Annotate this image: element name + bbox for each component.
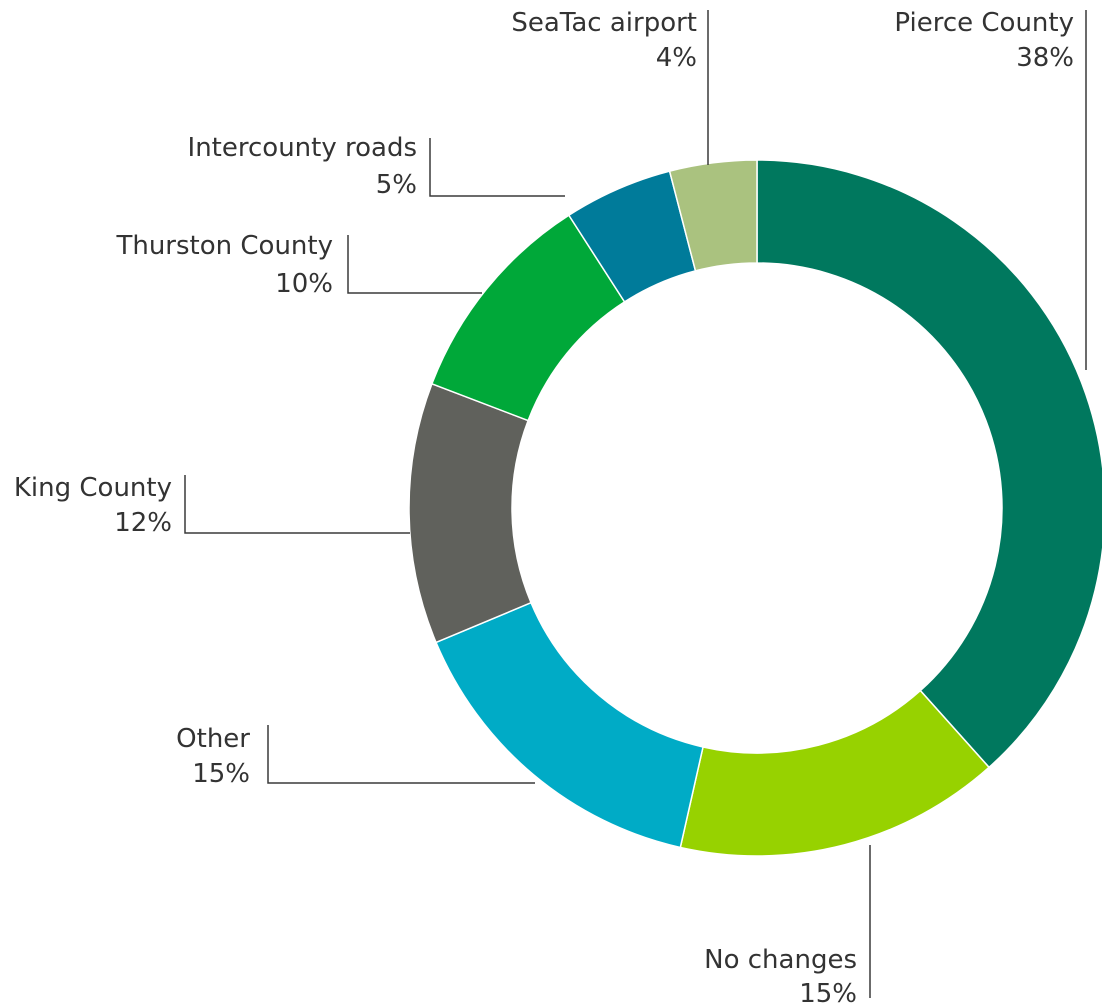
slice-label-name: Pierce County bbox=[894, 8, 1074, 38]
slice-label-name: Other bbox=[176, 724, 250, 754]
slice-label-value: 4% bbox=[656, 43, 697, 73]
slice-label-value: 38% bbox=[1016, 43, 1074, 73]
slice-label-name: King County bbox=[14, 473, 172, 503]
slice-label-name: Intercounty roads bbox=[188, 133, 417, 163]
slice-label-value: 10% bbox=[275, 269, 333, 299]
leader-other bbox=[267, 725, 535, 784]
donut-slices bbox=[408, 159, 1102, 857]
slice-labels: Pierce County 38% No changes 15% Other 1… bbox=[14, 8, 1074, 1008]
leader-lines bbox=[184, 10, 1087, 998]
leader-intercounty-roads bbox=[429, 138, 565, 197]
slice-label-name: Thurston County bbox=[115, 231, 333, 261]
slice-label-value: 15% bbox=[799, 979, 857, 1008]
donut-slice bbox=[408, 382, 533, 644]
slice-label-name: No changes bbox=[704, 945, 857, 975]
leader-king-county bbox=[184, 475, 410, 534]
slice-label-value: 15% bbox=[192, 759, 250, 789]
donut-slice bbox=[756, 159, 1102, 769]
slice-label-value: 5% bbox=[376, 170, 417, 200]
donut-slice bbox=[435, 601, 704, 849]
leader-thurston-county bbox=[347, 235, 482, 294]
slice-label-value: 12% bbox=[114, 508, 172, 538]
slice-label-name: SeaTac airport bbox=[511, 8, 697, 38]
donut-slice bbox=[668, 159, 758, 272]
donut-slice bbox=[679, 689, 991, 857]
